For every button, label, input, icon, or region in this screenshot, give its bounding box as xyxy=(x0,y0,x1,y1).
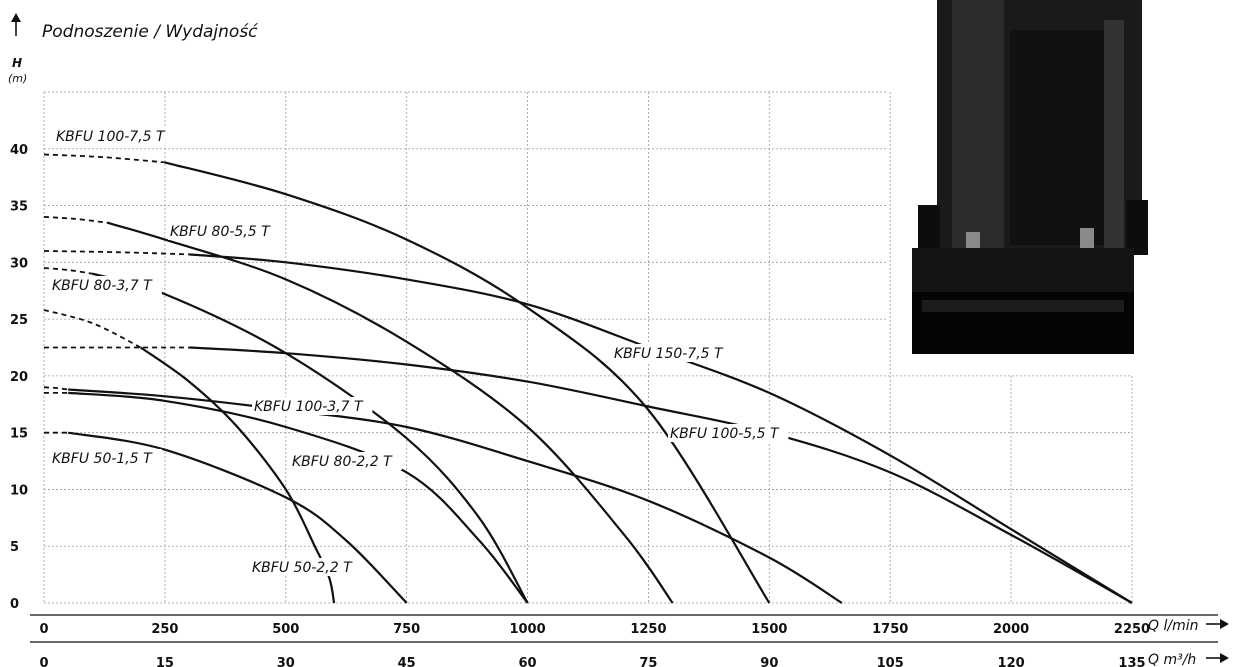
curve-dashed-extension xyxy=(43,216,108,224)
x2-tick-label: 45 xyxy=(398,656,416,667)
curve-dashed-extension xyxy=(43,250,190,256)
curve-label: KBFU 80-2,2 T xyxy=(292,454,393,470)
x-tick-label: 1250 xyxy=(630,622,666,637)
x2-tick-label: 135 xyxy=(1118,656,1145,667)
performance-curve xyxy=(140,346,336,604)
x2-tick-labels: 0 15 30 45 60 75 90 105 120 135 xyxy=(39,656,1145,667)
x2-tick-label: 90 xyxy=(760,656,778,667)
x2-tick-label: 105 xyxy=(877,656,904,667)
x-tick-label: 250 xyxy=(151,622,178,637)
up-arrow-icon xyxy=(11,13,21,36)
curve-label: KBFU 150-7,5 T xyxy=(614,346,724,362)
curve-label-background xyxy=(252,397,373,415)
performance-curve xyxy=(189,346,1133,604)
performance-curve xyxy=(68,431,408,604)
x-tick-label: 500 xyxy=(272,622,299,637)
curve-label-background xyxy=(50,276,162,294)
right-arrow-icon xyxy=(1206,619,1229,629)
y-tick-label: 10 xyxy=(10,483,28,498)
y-axis-unit: (m) xyxy=(8,72,27,85)
curve-labels: KBFU 50-1,5 T KBFU 50-2,2 T KBFU 80-2,2 T K… xyxy=(50,127,789,576)
x-axis-label: Q l/min xyxy=(1148,618,1198,634)
curve-label-background xyxy=(612,344,733,362)
x-tick-labels: 0 250 500 750 1000 1250 1500 1750 2000 2250 xyxy=(39,622,1150,637)
curve-dashed-extension xyxy=(43,267,93,275)
curve-dashed-extension xyxy=(43,153,165,164)
x-tick-label: 2000 xyxy=(993,622,1029,637)
performance-curve xyxy=(68,388,843,604)
x2-tick-label: 0 xyxy=(39,656,48,667)
pump-image xyxy=(912,0,1152,354)
curve-label: KBFU 100-5,5 T xyxy=(670,426,780,442)
x2-tick-label: 120 xyxy=(998,656,1025,667)
curve-dashed-extension xyxy=(43,309,142,349)
x-tick-label: 1500 xyxy=(751,622,787,637)
curve-label: KBFU 100-3,7 T xyxy=(254,399,364,415)
curve-label: KBFU 100-7,5 T xyxy=(56,129,166,145)
x2-tick-label: 15 xyxy=(156,656,174,667)
y-tick-label: 30 xyxy=(10,256,28,271)
curve-dashed-extension xyxy=(43,386,69,391)
y-tick-label: 25 xyxy=(10,313,28,328)
x-tick-label: 1000 xyxy=(509,622,545,637)
curve-label-background xyxy=(54,127,175,145)
y-tick-label: 5 xyxy=(10,540,19,555)
curve-label-background xyxy=(250,558,362,576)
x-tick-label: 0 xyxy=(39,622,48,637)
y-tick-label: 15 xyxy=(10,427,28,442)
x2-tick-label: 60 xyxy=(519,656,537,667)
curve-label: KBFU 80-5,5 T xyxy=(170,224,271,240)
x-tick-label: 750 xyxy=(393,622,420,637)
x2-tick-label: 30 xyxy=(277,656,295,667)
curve-label-background xyxy=(668,424,789,442)
curve-label-background xyxy=(50,449,162,467)
y-tick-label: 40 xyxy=(10,143,28,158)
y-tick-label: 20 xyxy=(10,370,28,385)
chart-title: Podnoszenie / Wydajność xyxy=(42,22,258,42)
y-axis-label: H xyxy=(12,56,22,70)
curve-label-background xyxy=(290,452,402,470)
curve-label: KBFU 80-3,7 T xyxy=(52,278,153,294)
x2-tick-label: 75 xyxy=(639,656,657,667)
y-tick-labels: 0 5 10 15 20 25 30 35 40 xyxy=(10,143,28,612)
performance-curve xyxy=(92,272,529,604)
y-tick-label: 35 xyxy=(10,200,28,215)
performance-curve xyxy=(68,391,529,604)
x-tick-label: 1750 xyxy=(872,622,908,637)
right-arrow-icon xyxy=(1206,653,1229,663)
x-tick-label: 2250 xyxy=(1114,622,1150,637)
y-tick-label: 0 xyxy=(10,597,19,612)
curve-label: KBFU 50-1,5 T xyxy=(52,451,153,467)
curve-label-background xyxy=(168,222,280,240)
performance-curve xyxy=(164,161,771,604)
curve-label: KBFU 50-2,2 T xyxy=(252,560,353,576)
x2-axis-label: Q m³/h xyxy=(1148,652,1196,667)
performance-curve xyxy=(106,221,674,604)
